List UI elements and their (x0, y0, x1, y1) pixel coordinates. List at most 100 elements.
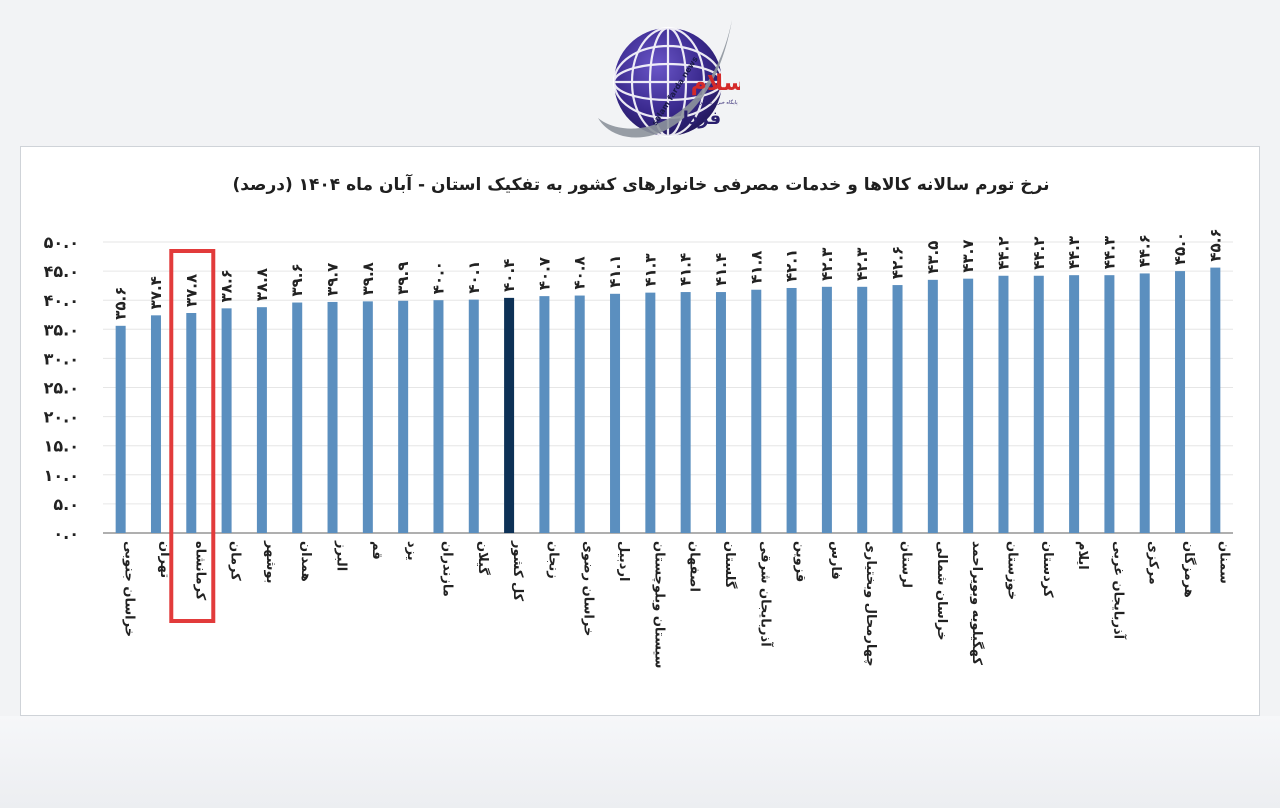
data-label: ۴۰.۱ (465, 260, 483, 293)
data-label: ۴۳.۷ (959, 239, 977, 272)
data-label: ۴۴.۲ (994, 237, 1012, 270)
bar-11 (504, 297, 515, 533)
category-label: هرمزگان (1181, 541, 1197, 598)
data-label: ۳۹.۸ (359, 262, 377, 295)
bar-24 (963, 278, 974, 533)
category-label: کرمان (228, 541, 243, 581)
y-tick-label: ۰.۰ (53, 524, 79, 543)
category-label: مرکزی (1146, 541, 1161, 585)
data-label: ۳۸.۶ (218, 269, 236, 302)
bar-17 (715, 292, 726, 533)
data-label: ۴۲.۱ (783, 249, 801, 282)
bar-0 (115, 325, 126, 533)
category-label: آذربایجان شرقی (757, 541, 774, 647)
data-label: ۴۰.۰ (429, 261, 447, 294)
category-label: سمنان (1216, 541, 1231, 584)
bar-23 (927, 279, 938, 533)
bar-6 (327, 301, 338, 533)
category-label: مازندران (439, 541, 454, 597)
data-label: ۴۲.۳ (818, 248, 836, 281)
data-label: ۳۹.۷ (324, 263, 342, 296)
data-label: ۴۰.۷ (535, 257, 553, 290)
y-tick-label: ۱۵.۰ (44, 437, 79, 456)
data-label: ۴۴.۲ (1030, 237, 1048, 270)
category-label: زنجان (545, 541, 560, 579)
data-label: ۴۲.۳ (853, 248, 871, 281)
bar-chart: ۰.۰ ۵.۰ ۱۰.۰ ۱۵.۰ ۲۰.۰ ۲۵.۰ ۳۰.۰ ۳۵.۰ ۴۰.۰ ۴۵.۰ ۵۰… (44, 228, 1233, 668)
bar-21 (857, 286, 868, 533)
data-label: ۴۳.۵ (924, 241, 942, 274)
data-label: ۴۱.۸ (747, 251, 765, 284)
chart-title: نرخ تورم سالانه کالاها و خدمات مصرفی خان… (232, 175, 1050, 195)
data-label: ۴۱.۳ (641, 253, 659, 286)
logo-tagline: پایگاه خبری تحلیلی (698, 99, 738, 106)
chart-card: نرخ تورم سالانه کالاها و خدمات مصرفی خان… (20, 146, 1260, 716)
page-footer-band (0, 716, 1280, 808)
bar-3 (221, 308, 232, 533)
logo-text-main: سلام (691, 71, 740, 96)
data-label: ۴۴.۳ (1100, 236, 1118, 269)
bar-27 (1069, 275, 1080, 533)
data-label: ۴۵.۰ (1171, 232, 1189, 265)
category-label: کردستان (1040, 541, 1055, 598)
y-tick-label: ۳۵.۰ (44, 320, 79, 339)
category-label: خراسان شمالی (934, 541, 949, 641)
bar-7 (362, 301, 373, 533)
category-label: همدان (298, 541, 313, 582)
bar-26 (1033, 275, 1044, 533)
bar-8 (398, 300, 409, 533)
category-label: اردبیل (616, 541, 631, 581)
data-label: ۴۱.۱ (606, 255, 624, 288)
data-label: ۴۰.۴ (500, 259, 518, 292)
category-label: گیلان (475, 541, 491, 575)
y-tick-label: ۲۰.۰ (44, 408, 79, 427)
bar-18 (751, 289, 762, 533)
logo-text-sub: فردا (683, 108, 721, 129)
bar-9 (433, 300, 444, 533)
y-tick-label: ۳۰.۰ (44, 349, 79, 368)
bar-25 (998, 275, 1009, 533)
category-label: کل کشور (510, 540, 525, 602)
category-label: خراسان جنوبی (122, 541, 137, 637)
bar-5 (292, 302, 303, 533)
bar-22 (892, 285, 903, 533)
data-label: ۴۲.۶ (889, 246, 907, 279)
data-label: ۴۴.۳ (1065, 236, 1083, 269)
category-label: سیستان وبلوچستان (651, 541, 666, 668)
category-label: لرستان (899, 541, 914, 588)
data-label: ۴۴.۶ (1136, 234, 1154, 267)
category-label: خراسان رضوی (581, 541, 596, 636)
category-label: یزد (404, 541, 419, 561)
category-label: چهارمحال وبختیاری (863, 541, 878, 667)
data-label: ۴۱.۴ (712, 253, 730, 286)
category-label: فارس (828, 541, 843, 580)
bar-30 (1175, 271, 1186, 533)
y-tick-label: ۲۵.۰ (44, 379, 79, 398)
orbit-swoosh-icon (598, 20, 732, 138)
y-tick-label: ۵۰.۰ (44, 233, 79, 252)
bar-14 (610, 293, 621, 533)
y-tick-label: ۱۰.۰ (44, 466, 79, 485)
bar-19 (786, 287, 797, 533)
data-label: ۳۹.۹ (394, 262, 412, 295)
category-label: قم (369, 541, 384, 560)
y-tick-label: ۴۰.۰ (44, 291, 79, 310)
salam-farda-logo: سلام فردا salam farda news پایگاه خبری ت… (598, 20, 740, 138)
bar-4 (256, 307, 267, 533)
category-label: کهگیلویه وبویراحمد (969, 541, 985, 665)
category-label: کرمانشاه (192, 541, 207, 601)
category-label: البرز (334, 540, 349, 571)
data-label: ۳۵.۶ (112, 287, 130, 320)
highlight-box (169, 249, 216, 623)
bar-28 (1104, 275, 1115, 533)
bar-1 (150, 315, 161, 533)
data-label: ۳۷.۴ (147, 276, 165, 309)
bar-2 (186, 313, 197, 533)
category-label: خوزستان (1004, 541, 1019, 600)
bar-10 (468, 299, 479, 533)
bar-12 (539, 296, 550, 533)
data-label: ۴۵.۶ (1206, 228, 1224, 261)
data-label: ۴۱.۴ (677, 253, 695, 286)
category-label: آذربایجان غربی (1110, 541, 1127, 640)
y-tick-label: ۴۵.۰ (44, 262, 79, 281)
